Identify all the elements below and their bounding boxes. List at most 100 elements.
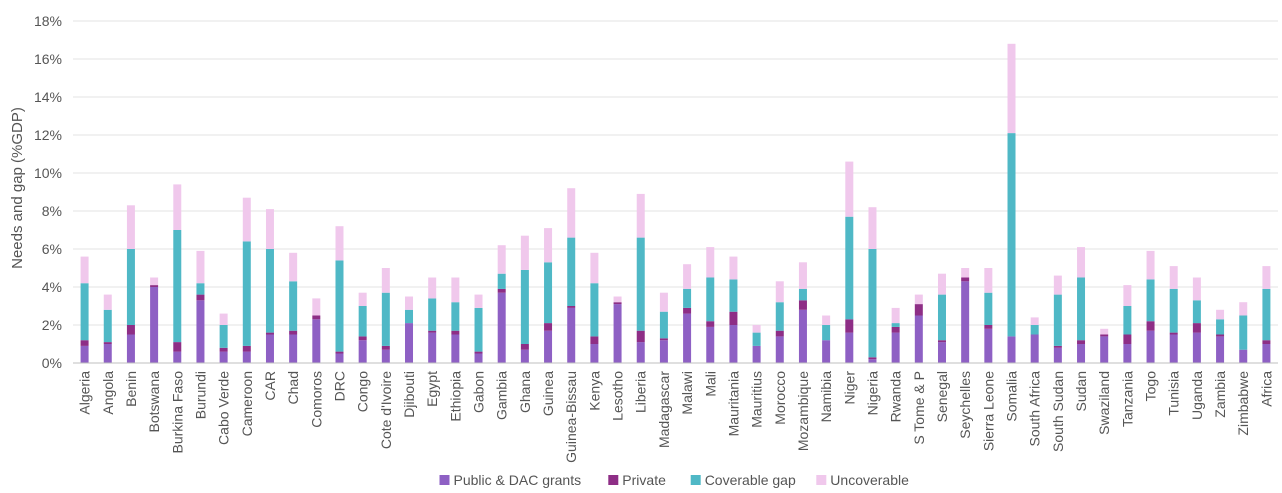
bar-segment-coverable-gap	[520, 269, 529, 344]
bar-segment-public-dac-grants	[358, 340, 367, 363]
bar-segment-uncoverable	[822, 315, 831, 325]
bar-segment-uncoverable	[1030, 317, 1039, 325]
bar-segment-public-dac-grants	[683, 313, 692, 363]
bar-segment-private	[636, 330, 645, 343]
bar-segment-uncoverable	[1239, 302, 1248, 316]
bar-segment-public-dac-grants	[312, 319, 321, 363]
bar-segment-private	[775, 330, 784, 337]
legend-swatch	[690, 475, 701, 485]
y-tick-label: 12%	[34, 127, 62, 143]
y-tick-label: 16%	[34, 51, 62, 67]
bar-segment-private	[613, 302, 622, 305]
bar-segment-private	[590, 336, 599, 344]
bar-segment-uncoverable	[312, 298, 321, 316]
bar-segment-uncoverable	[567, 188, 576, 238]
gridlines	[73, 20, 1278, 326]
bar-segment-uncoverable	[659, 292, 668, 312]
bar-segment-coverable-gap	[729, 279, 738, 312]
x-tick-label: Tanzania	[1119, 371, 1135, 427]
x-tick-label: Niger	[841, 371, 857, 405]
bar-segment-uncoverable	[1077, 247, 1086, 278]
y-tick-label: 4%	[42, 279, 62, 295]
bar-segment-coverable-gap	[428, 298, 437, 331]
bar-segment-uncoverable	[984, 268, 993, 293]
bar-segment-uncoverable	[242, 197, 251, 242]
x-tick-label: Malawi	[679, 371, 695, 415]
bar-segment-public-dac-grants	[1146, 330, 1155, 363]
bar-segment-coverable-gap	[868, 249, 877, 358]
bar-segment-private	[1053, 345, 1062, 348]
x-tick-label: Burundi	[192, 371, 208, 419]
bar-segment-uncoverable	[775, 281, 784, 303]
bar-segment-coverable-gap	[1262, 288, 1271, 341]
bar-segment-coverable-gap	[289, 281, 298, 331]
legend-label: Uncoverable	[830, 472, 909, 488]
bar-segment-private	[914, 304, 923, 316]
bar-segment-uncoverable	[173, 184, 182, 230]
bar-segment-uncoverable	[405, 296, 414, 310]
bar-segment-private	[706, 321, 715, 327]
bar-segment-public-dac-grants	[1262, 344, 1271, 363]
x-tick-label: Guinea	[540, 371, 556, 416]
bar-segment-private	[335, 351, 344, 354]
bar-segment-public-dac-grants	[636, 342, 645, 363]
bar-segment-coverable-gap	[358, 306, 367, 337]
x-tick-label: Somalia	[1004, 371, 1020, 422]
bar-segment-uncoverable	[1007, 43, 1016, 134]
bar-segment-private	[683, 307, 692, 314]
bar-segment-uncoverable	[798, 262, 807, 289]
bar-segment-public-dac-grants	[1192, 332, 1201, 363]
legend: Public & DAC grants Private Coverable gap U…	[439, 472, 909, 488]
bar-segment-coverable-gap	[1146, 279, 1155, 322]
bar-segment-coverable-gap	[544, 262, 553, 324]
bar-segment-coverable-gap	[1077, 277, 1086, 341]
bar-segment-public-dac-grants	[1216, 336, 1225, 363]
x-tick-label: Mali	[702, 371, 718, 397]
bar-segment-uncoverable	[381, 268, 390, 293]
y-tick-label: 0%	[42, 355, 62, 371]
bar-segment-uncoverable	[636, 193, 645, 238]
bar-segment-public-dac-grants	[1077, 344, 1086, 363]
bar-segment-coverable-gap	[405, 309, 414, 324]
bar-segment-coverable-gap	[1007, 133, 1016, 337]
bar-segment-public-dac-grants	[1053, 347, 1062, 363]
bar-segment-public-dac-grants	[1030, 334, 1039, 363]
x-tick-label: DRC	[331, 371, 347, 401]
bar-segment-private	[1169, 332, 1178, 335]
bar-segment-coverable-gap	[474, 307, 483, 352]
x-tick-label: Senegal	[934, 371, 950, 422]
x-tick-label: South Africa	[1027, 371, 1043, 447]
x-tick-label: Sierra Leone	[980, 371, 996, 451]
x-tick-label: Tunisia	[1166, 371, 1182, 416]
bar-segment-coverable-gap	[335, 260, 344, 352]
bar-segment-uncoverable	[1053, 275, 1062, 295]
bar-segment-public-dac-grants	[729, 325, 738, 363]
bar-segment-private	[984, 325, 993, 329]
bar-segment-private	[312, 315, 321, 320]
bar-segment-uncoverable	[103, 294, 112, 310]
x-tick-label: Morocco	[772, 371, 788, 425]
x-tick-label: Congo	[355, 371, 371, 412]
bar-segment-public-dac-grants	[381, 349, 390, 363]
bar-segment-private	[219, 347, 228, 352]
bar-segment-private	[1146, 321, 1155, 331]
x-tick-label: Cote d'Ivoire	[378, 371, 394, 449]
y-axis-tick-labels: 0% 2% 4% 6% 8% 10% 12% 14% 16% 18%	[34, 13, 62, 371]
bar-segment-public-dac-grants	[103, 344, 112, 363]
bar-segment-private	[497, 288, 506, 293]
x-tick-label: Mauritania	[725, 371, 741, 437]
bars	[80, 43, 1271, 363]
x-tick-label: Guinea-Bissau	[563, 371, 579, 463]
bar-segment-coverable-gap	[381, 292, 390, 346]
bar-segment-coverable-gap	[891, 323, 900, 327]
bar-segment-public-dac-grants	[265, 334, 274, 363]
x-tick-label: Kenya	[586, 371, 602, 411]
legend-swatch	[608, 475, 619, 485]
bar-segment-public-dac-grants	[845, 332, 854, 363]
bar-segment-uncoverable	[520, 235, 529, 270]
x-tick-label: Africa	[1258, 371, 1274, 407]
bar-segment-uncoverable	[891, 307, 900, 324]
bar-segment-public-dac-grants	[428, 332, 437, 363]
bar-segment-private	[520, 344, 529, 350]
bar-segment-coverable-gap	[1192, 300, 1201, 324]
